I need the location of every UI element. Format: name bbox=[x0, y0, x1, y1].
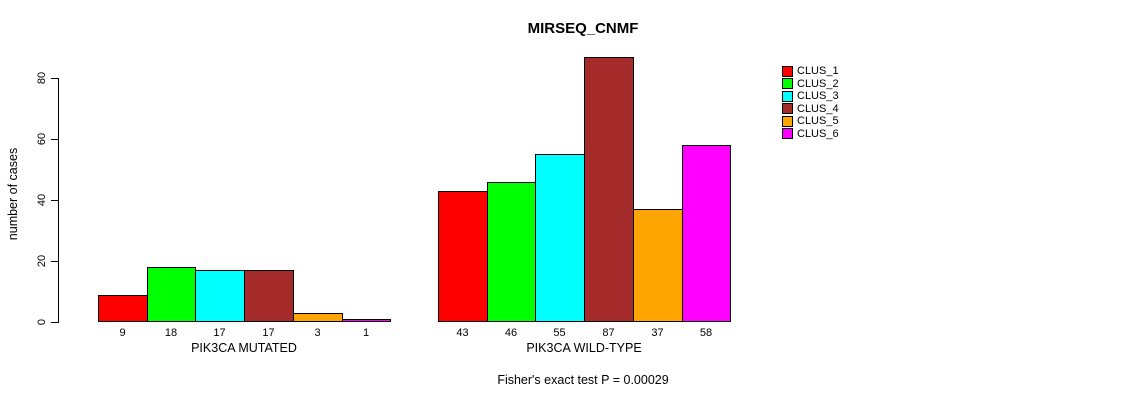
legend-swatch bbox=[782, 115, 793, 127]
bar-value-label: 43 bbox=[456, 327, 469, 339]
bar-clus_5-group0 bbox=[293, 313, 343, 322]
legend-item-clus_2: CLUS_2 bbox=[782, 78, 839, 91]
bar-value-label: 18 bbox=[164, 327, 178, 339]
y-axis-tick-label: 0 bbox=[36, 318, 48, 326]
bar-value-label: 46 bbox=[504, 327, 518, 339]
bar-clus_3-group0 bbox=[195, 270, 245, 322]
bar-value-label: 55 bbox=[553, 327, 566, 339]
legend-swatch bbox=[782, 103, 793, 115]
y-axis-tick bbox=[51, 200, 59, 201]
y-axis-tick-label: 60 bbox=[36, 132, 48, 146]
legend-swatch bbox=[782, 90, 793, 102]
bar-value-label: 37 bbox=[651, 327, 664, 339]
legend-label: CLUS_4 bbox=[797, 102, 839, 115]
bar-clus_4-group0 bbox=[244, 270, 294, 322]
bar-clus_2-group1 bbox=[487, 182, 536, 322]
bar-clus_6-group1 bbox=[682, 145, 731, 322]
bar-value-label: 17 bbox=[213, 327, 226, 339]
bar-clus_6-group0 bbox=[342, 319, 391, 322]
legend-label: CLUS_2 bbox=[797, 77, 839, 90]
bar-clus_1-group1 bbox=[438, 191, 488, 322]
legend-label: CLUS_3 bbox=[797, 90, 839, 103]
group-label-wild-type: PIK3CA WILD-TYPE bbox=[526, 341, 642, 355]
y-axis-tick bbox=[51, 261, 59, 262]
bar-value-label: 1 bbox=[362, 327, 370, 339]
group-label-mutated: PIK3CA MUTATED bbox=[191, 341, 297, 355]
legend-item-clus_5: CLUS_5 bbox=[782, 115, 839, 128]
legend-item-clus_4: CLUS_4 bbox=[782, 103, 839, 116]
legend-swatch bbox=[782, 128, 793, 140]
bar-value-label: 9 bbox=[119, 327, 126, 339]
annotation-text: Fisher's exact test P = 0.00029 bbox=[497, 373, 669, 387]
bar-value-label: 58 bbox=[699, 327, 713, 339]
y-axis-tick bbox=[51, 139, 59, 140]
legend-swatch bbox=[782, 78, 793, 90]
y-axis-tick-label: 40 bbox=[36, 193, 48, 207]
legend-label: CLUS_6 bbox=[797, 127, 839, 140]
bar-clus_4-group1 bbox=[584, 57, 634, 322]
legend-label: CLUS_1 bbox=[797, 65, 839, 78]
legend-item-clus_1: CLUS_1 bbox=[782, 65, 839, 78]
legend-item-clus_6: CLUS_6 bbox=[782, 128, 839, 141]
bar-value-label: 87 bbox=[602, 327, 615, 339]
bar-clus_3-group1 bbox=[535, 154, 585, 322]
y-axis-tick-label: 20 bbox=[36, 254, 48, 268]
bar-value-label: 3 bbox=[314, 327, 321, 339]
legend: CLUS_1 CLUS_2 CLUS_3 CLUS_4 CLUS_5 CLUS_6 bbox=[782, 65, 839, 140]
bar-value-label: 17 bbox=[262, 327, 275, 339]
bar-clus_1-group0 bbox=[98, 295, 148, 322]
y-axis-tick-label: 80 bbox=[36, 71, 48, 85]
chart-title: MIRSEQ_CNMF bbox=[527, 20, 639, 37]
y-axis-tick bbox=[51, 322, 59, 323]
bar-clus_2-group0 bbox=[147, 267, 196, 322]
legend-swatch bbox=[782, 65, 793, 77]
y-axis-tick bbox=[51, 78, 59, 79]
legend-label: CLUS_5 bbox=[797, 115, 839, 128]
y-axis-label: number of cases bbox=[6, 147, 20, 241]
bar-clus_5-group1 bbox=[633, 209, 683, 322]
legend-item-clus_3: CLUS_3 bbox=[782, 90, 839, 103]
